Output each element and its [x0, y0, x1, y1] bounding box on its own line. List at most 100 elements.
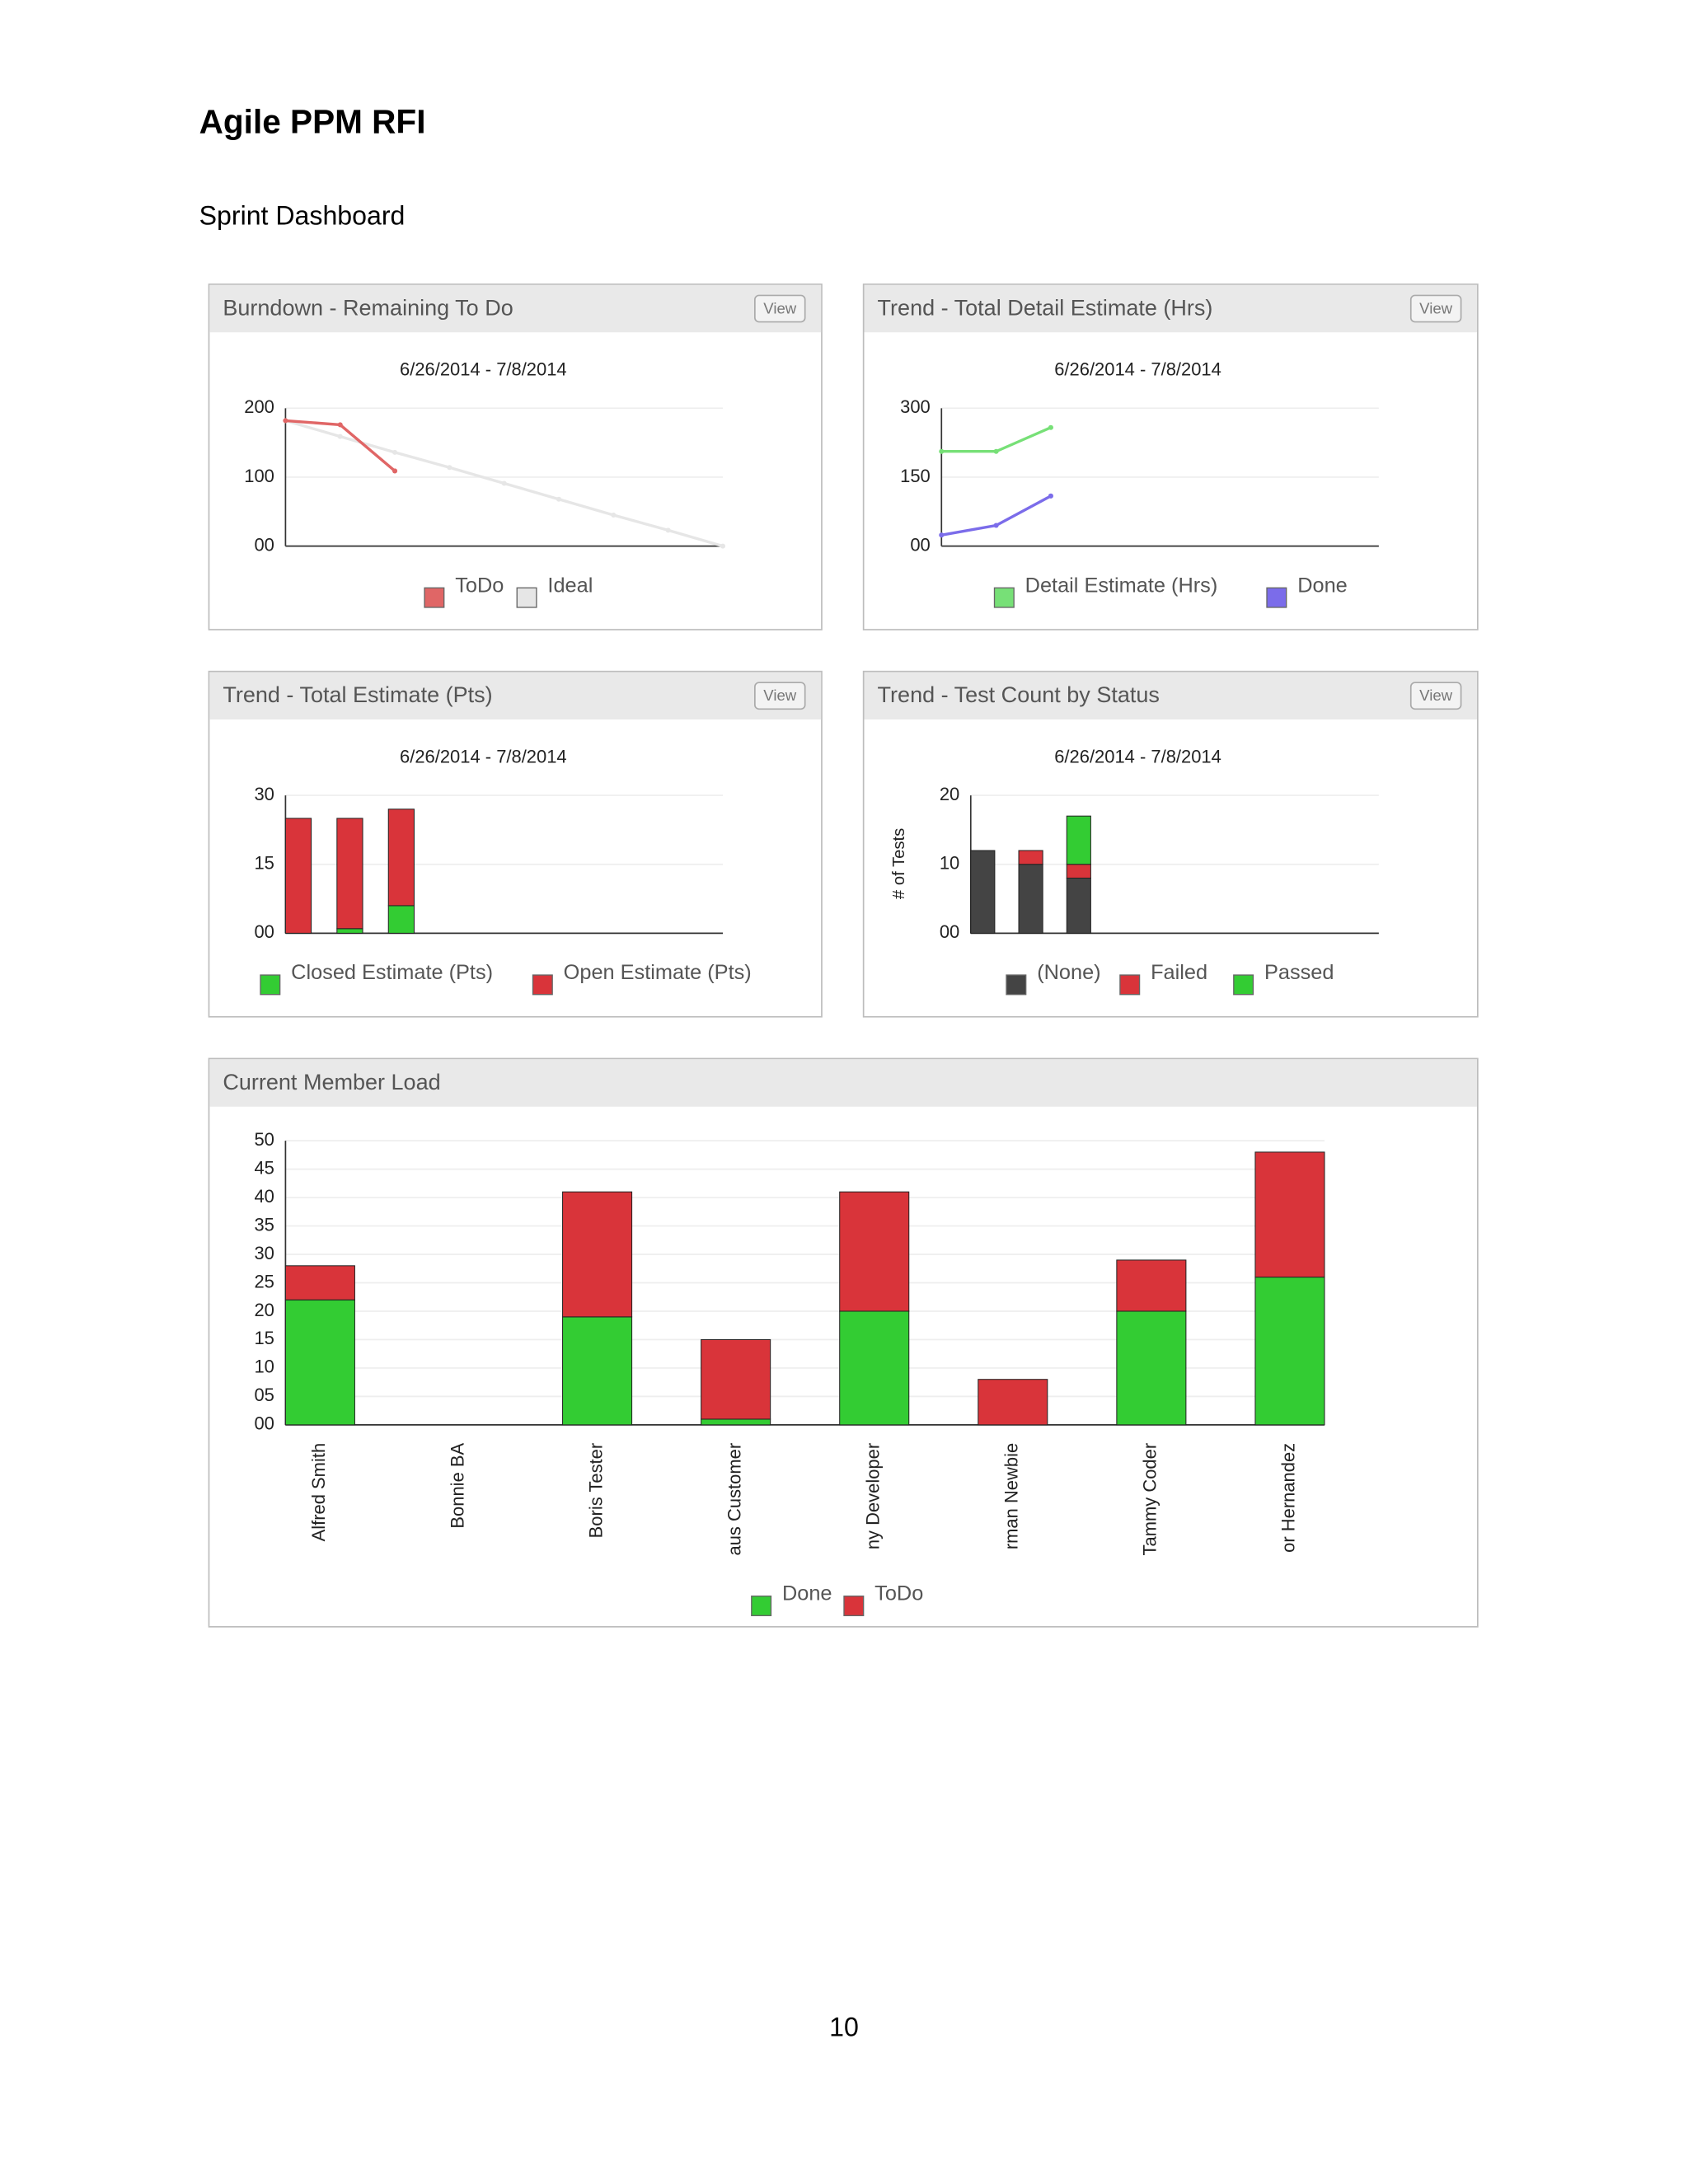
point — [993, 448, 999, 454]
legend-swatch — [260, 974, 281, 996]
legend-swatch — [532, 974, 553, 996]
point — [993, 523, 999, 528]
x-tick-label: ny Developer — [863, 1443, 884, 1549]
bar-segment — [839, 1310, 910, 1426]
panel — [208, 284, 823, 630]
point — [1048, 424, 1053, 430]
bar-segment — [978, 1379, 1048, 1426]
bar-segment — [1018, 864, 1043, 934]
bar-segment — [701, 1418, 771, 1426]
panel-header — [209, 284, 822, 333]
y-tick-label: 05 — [254, 1385, 274, 1405]
view-button[interactable] — [754, 294, 806, 323]
legend-swatch — [843, 1596, 865, 1617]
point — [720, 543, 726, 549]
bar-segment — [284, 1265, 355, 1301]
bar-segment — [1018, 850, 1043, 865]
y-tick-label: 00 — [910, 534, 930, 555]
point — [939, 448, 945, 454]
bar-segment — [284, 818, 312, 934]
bar-segment — [1116, 1310, 1187, 1426]
view-button[interactable] — [1409, 294, 1462, 323]
legend-label: ToDo — [874, 1582, 923, 1605]
legend-swatch — [1266, 587, 1287, 608]
legend-label: Open Estimate (Pts) — [564, 961, 752, 984]
legend-label: Done — [1297, 574, 1348, 597]
y-tick-label: 20 — [254, 1300, 274, 1320]
bar-segment — [387, 808, 415, 907]
panel — [862, 284, 1479, 630]
bar-segment — [1066, 815, 1091, 865]
y-tick-label: 30 — [254, 1243, 274, 1263]
x-tick-label: rman Newbie — [1001, 1443, 1022, 1549]
point — [447, 465, 452, 471]
view-button[interactable] — [1409, 682, 1462, 710]
bar-segment — [701, 1338, 771, 1420]
legend-label: Passed — [1264, 961, 1334, 984]
view-button-label[interactable]: View — [1419, 299, 1453, 316]
bar-segment — [1116, 1259, 1187, 1312]
point — [283, 418, 288, 424]
y-tick-label: 15 — [254, 1328, 274, 1348]
point — [501, 480, 507, 486]
y-tick-label: 300 — [900, 396, 931, 417]
legend-label: (None) — [1037, 961, 1100, 984]
y-tick-label: 45 — [254, 1157, 274, 1178]
point — [939, 532, 945, 538]
x-tick-label: Tammy Coder — [1140, 1443, 1160, 1556]
bar-segment — [562, 1316, 633, 1426]
doc-subtitle: Sprint Dashboard — [199, 200, 406, 230]
point — [1048, 493, 1053, 499]
legend-swatch — [751, 1596, 772, 1617]
bar-segment — [387, 905, 415, 934]
bar-segment — [839, 1191, 910, 1312]
y-tick-label: 200 — [244, 396, 274, 417]
view-button[interactable] — [754, 682, 806, 710]
legend-swatch — [993, 587, 1015, 608]
point — [337, 422, 343, 428]
point — [392, 468, 398, 474]
legend-swatch — [516, 587, 537, 608]
y-tick-label: 00 — [254, 534, 274, 555]
legend-label: Done — [782, 1582, 832, 1605]
view-button-label[interactable]: View — [763, 687, 797, 704]
legend-swatch — [1119, 974, 1141, 996]
y-tick-label: 00 — [254, 921, 274, 942]
y-axis-label: # of Tests — [890, 828, 908, 899]
x-tick-label: or Hernandez — [1278, 1443, 1299, 1553]
bar-segment — [1254, 1151, 1325, 1278]
y-tick-label: 25 — [254, 1271, 274, 1291]
bar-segment — [284, 1299, 355, 1426]
legend-swatch — [1233, 974, 1254, 996]
y-tick-label: 100 — [244, 466, 274, 486]
bar-segment — [562, 1191, 633, 1318]
bar-segment — [1066, 877, 1091, 934]
panel-title: Current Member Load — [223, 1070, 440, 1094]
doc-title: Agile PPM RFI — [199, 102, 426, 140]
legend-label: Ideal — [547, 574, 593, 597]
panel-header — [864, 284, 1477, 333]
point — [611, 512, 617, 518]
panel-header — [209, 672, 822, 719]
chart-subtitle: 6/26/2014 - 7/8/2014 — [1054, 746, 1221, 766]
x-tick-label: Alfred Smith — [308, 1443, 329, 1542]
view-button-label[interactable]: View — [1419, 687, 1453, 704]
panel-header — [209, 1059, 1478, 1107]
bar-segment — [336, 928, 363, 934]
legend-label: ToDo — [455, 574, 504, 597]
panel-title: Trend - Test Count by Status — [878, 682, 1160, 707]
legend-label: Failed — [1151, 961, 1207, 984]
panel-title: Trend - Total Estimate (Pts) — [223, 682, 492, 707]
panel-header — [864, 672, 1477, 719]
panel — [862, 670, 1479, 1018]
chart-subtitle: 6/26/2014 - 7/8/2014 — [1054, 359, 1221, 379]
y-tick-label: 50 — [254, 1129, 274, 1150]
x-tick-label: aus Customer — [724, 1443, 744, 1556]
panel-title: Trend - Total Detail Estimate (Hrs) — [878, 295, 1213, 320]
view-button-label[interactable]: View — [763, 299, 797, 316]
panel-title: Burndown - Remaining To Do — [223, 295, 513, 320]
bar-segment — [970, 850, 996, 934]
x-tick-label: Boris Tester — [585, 1443, 606, 1539]
